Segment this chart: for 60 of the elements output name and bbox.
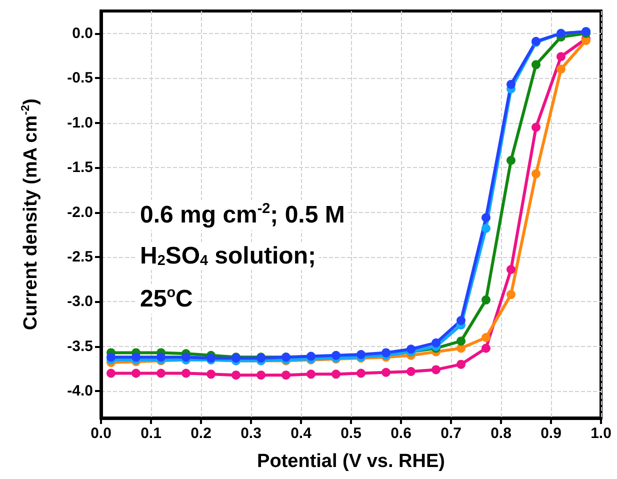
point [456, 316, 466, 325]
point [506, 156, 516, 165]
point [206, 370, 216, 379]
point [482, 213, 490, 222]
point [382, 368, 390, 377]
y-tick-label: -1.0 [67, 114, 93, 132]
point [482, 295, 490, 304]
point [432, 338, 440, 348]
point [106, 352, 116, 362]
point [256, 370, 266, 380]
point [506, 80, 516, 89]
point [406, 366, 416, 376]
y-axis-title: Current density (mA cm-2) [20, 98, 42, 330]
point [556, 64, 566, 74]
point [456, 336, 466, 346]
x-tick-label: 0.7 [440, 425, 462, 442]
point [132, 352, 140, 362]
y-tick-label: 0.0 [72, 24, 93, 42]
x-tick-label: 0.6 [390, 425, 412, 442]
y-tick-label: -0.5 [67, 70, 93, 87]
annotation: H2SO4 solution; [140, 242, 316, 270]
point [132, 368, 140, 378]
x-tick-label: 0.5 [340, 425, 362, 442]
y-tick-label: -2.0 [67, 204, 93, 221]
y-tick-label: -1.5 [67, 159, 93, 176]
point [532, 169, 540, 178]
point [182, 368, 190, 378]
point [556, 52, 566, 62]
point [282, 370, 290, 380]
point [532, 60, 540, 70]
point [532, 122, 540, 132]
point [156, 352, 166, 362]
point [506, 265, 516, 274]
point [232, 370, 240, 380]
y-tick-label: -3.0 [67, 293, 93, 310]
point [432, 365, 440, 374]
point [506, 290, 516, 300]
x-tick-label: 0.9 [540, 425, 562, 442]
y-tick-label: -3.5 [67, 338, 93, 355]
point [106, 368, 116, 378]
x-tick-label: 0.0 [90, 425, 112, 442]
x-axis-title: Potential (V vs. RHE) [257, 451, 445, 472]
point [306, 370, 316, 379]
point [406, 344, 416, 354]
point [482, 332, 490, 342]
y-tick-label: -4.0 [67, 382, 93, 400]
point [356, 368, 366, 378]
x-tick-label: 1.0 [590, 425, 612, 442]
x-tick-label: 0.2 [190, 425, 212, 442]
point [482, 224, 490, 233]
x-tick-label: 0.8 [490, 425, 512, 442]
point [156, 368, 166, 378]
x-tick-label: 0.1 [140, 425, 162, 442]
point [182, 352, 190, 362]
point [482, 344, 490, 353]
point [332, 370, 340, 379]
y-tick-label: -2.5 [67, 248, 93, 266]
point [456, 360, 466, 369]
x-tick-label: 0.4 [290, 425, 312, 442]
x-tick-label: 0.3 [240, 425, 262, 442]
